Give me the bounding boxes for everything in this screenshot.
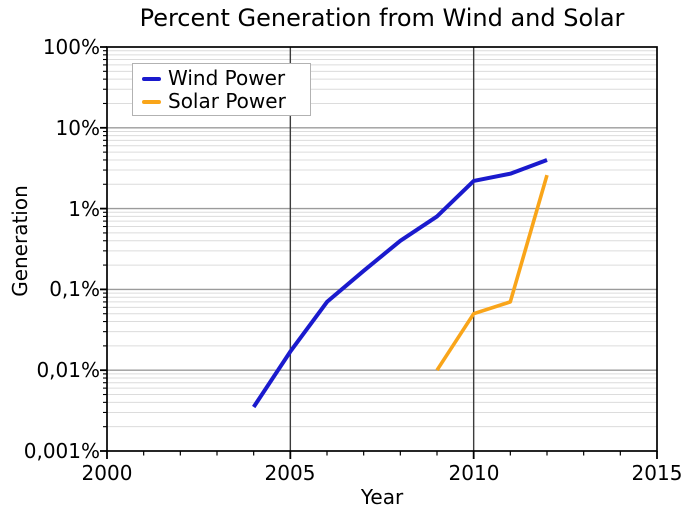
plot-frame	[106, 46, 658, 452]
major-vertical-gridlines	[289, 47, 475, 451]
legend-label-wind: Wind Power	[168, 66, 286, 90]
x-tick-label-2005: 2005	[264, 461, 316, 485]
y-axis-label: Generation	[8, 185, 32, 297]
legend: Wind Power Solar Power	[132, 63, 311, 116]
y-tick-label-1: 1%	[68, 197, 100, 221]
y-tick-label-0p001: 0,001%	[23, 439, 100, 463]
solar-power-line	[435, 174, 549, 372]
legend-entry-wind: Wind Power	[142, 67, 310, 90]
y-tick-label-0p01: 0,01%	[36, 358, 100, 382]
wind-line-swatch	[142, 76, 161, 81]
chart-title: Percent Generation from Wind and Solar	[139, 4, 625, 32]
wind-power-line	[252, 158, 548, 409]
solar-line-swatch	[142, 99, 161, 104]
major-horizontal-gridlines	[107, 127, 657, 371]
minor-gridlines	[107, 50, 657, 428]
x-tick-label-2015: 2015	[631, 461, 683, 485]
x-tick-label-2010: 2010	[448, 461, 500, 485]
legend-label-solar: Solar Power	[168, 89, 286, 113]
y-tick-label-100: 100%	[42, 35, 100, 59]
legend-entry-solar: Solar Power	[142, 90, 310, 113]
x-axis-label: Year	[360, 485, 404, 509]
y-tick-label-10: 10%	[55, 116, 100, 140]
y-tick-label-0p1: 0,1%	[49, 277, 100, 301]
x-tick-label-2000: 2000	[81, 461, 133, 485]
series-lines	[252, 158, 549, 409]
